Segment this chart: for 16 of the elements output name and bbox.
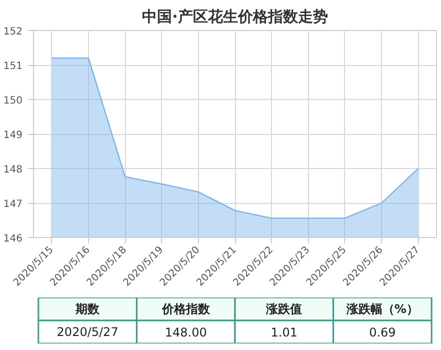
text: 148.00 bbox=[164, 326, 207, 340]
text: 价格指数 bbox=[160, 302, 211, 316]
chart-title: 中国·产区花生价格指数走势 bbox=[142, 8, 328, 26]
text: 涨跌幅（%） bbox=[345, 302, 418, 316]
y-tick-label: 152 bbox=[3, 26, 23, 38]
y-tick-label: 149 bbox=[3, 130, 23, 141]
y-tick-label: 150 bbox=[3, 96, 23, 106]
y-tick-label: 147 bbox=[3, 199, 23, 210]
text: 0.69 bbox=[369, 326, 396, 340]
y-tick-label: 146 bbox=[3, 234, 23, 244]
text: 涨跌值 bbox=[265, 302, 302, 316]
text: 2020/5/27 bbox=[56, 325, 118, 339]
text: 期数 bbox=[74, 302, 101, 316]
text: 1.01 bbox=[270, 326, 298, 340]
y-tick-label: 151 bbox=[3, 61, 23, 72]
y-tick-label: 148 bbox=[3, 164, 23, 176]
